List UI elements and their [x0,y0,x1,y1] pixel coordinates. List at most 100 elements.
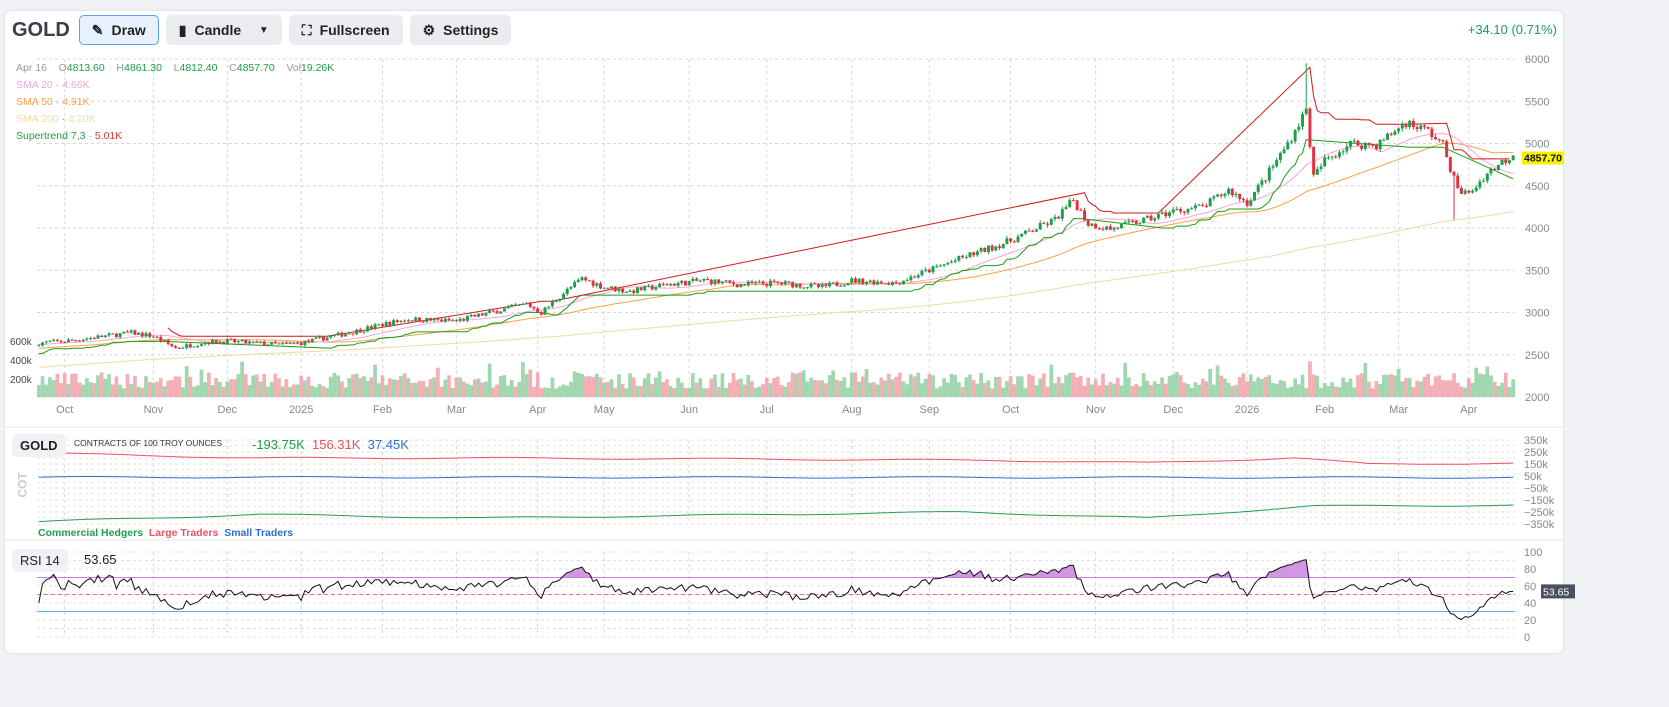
candle-body [251,341,255,343]
indicator-supertrend[interactable]: Supertrend 7,3 · 5.01K [16,130,123,142]
candle [1437,138,1441,143]
volume-bar [251,375,256,397]
volume-bar [1027,374,1031,397]
large-value: 156.31K [312,437,361,452]
candle-body [410,320,414,322]
candle [1500,159,1504,166]
sma50-line [38,142,1514,349]
volume-bar [979,373,983,397]
candle [743,283,747,286]
candle [451,318,455,322]
volume-bar [1330,382,1334,397]
candle-body [1507,160,1511,164]
candle-body [894,282,898,284]
indicator-sma50[interactable]: SMA 50 · 4.91K [16,96,90,108]
candle-body [521,303,525,305]
candle [691,276,695,283]
candle [447,317,451,321]
volume-bar [945,382,950,397]
legend-small[interactable]: Small Traders [224,527,294,539]
price-tick-label: 2000 [1525,392,1549,404]
volume-bar [883,380,887,397]
legend-commercial[interactable]: Commercial Hedgers [38,527,144,539]
volume-bar [133,376,137,397]
settings-button[interactable]: ⚙ Settings [409,15,512,45]
volume-bar [798,372,802,397]
candle [761,279,765,286]
candle [986,245,990,255]
volume-bar [413,382,418,397]
volume-bar [1234,384,1238,397]
candle-body [1216,194,1220,197]
candle-body [709,279,713,285]
cot-tick-label: −150k [1524,495,1555,507]
candle-body [510,304,514,307]
candle [831,282,835,284]
volume-bar [587,376,592,397]
candle [1345,143,1349,155]
volume-bar [1149,384,1153,397]
volume-bar [964,377,969,397]
candle-body [358,329,362,333]
candle [177,347,181,349]
candle [41,341,45,347]
indicator-sma20[interactable]: SMA 20 · 4.66K [16,79,90,91]
candle [1404,122,1408,130]
candle-body [599,283,602,289]
volume-bar [982,382,987,397]
candle-body [1164,212,1168,217]
candle [865,280,869,286]
volume-bar [461,381,466,397]
candle [251,341,255,344]
candle [1360,143,1364,152]
candle-body [702,278,706,281]
candle-body [975,251,979,256]
volume-bar [1241,373,1246,397]
candle [735,283,739,289]
candle-body [48,341,52,343]
candle [52,338,56,342]
candle [1304,63,1308,116]
candle [465,314,469,323]
volume-bar [761,384,765,397]
candle [377,323,381,326]
candle-body [768,280,772,286]
volume-bar [912,376,917,397]
volume-bar [764,377,769,397]
candle-body [137,332,141,335]
volume-bar [221,386,226,397]
candle [599,281,602,290]
rsi-tick-label: 60 [1524,581,1536,593]
chart-type-dropdown[interactable]: ▮ Candle ▼ [165,15,282,45]
volume-bar [376,383,381,397]
candle-body [465,316,469,321]
candle [514,303,517,306]
candle-body [661,283,665,285]
fullscreen-button[interactable]: ⛶ Fullscreen [288,15,403,45]
volume-bar [436,367,440,397]
volume-bar [783,386,788,397]
volume-bar [1086,377,1091,397]
candle [828,281,832,288]
volume-bar [1134,383,1139,397]
candle-body [1156,213,1160,219]
volume-bar [1271,382,1275,397]
candle-body [362,331,366,333]
draw-button[interactable]: ✎ Draw [78,15,159,45]
volume-bar [480,382,485,397]
legend-large[interactable]: Large Traders [148,527,219,539]
candle [883,283,887,285]
indicator-sma200[interactable]: SMA 200 · 4.20K [16,113,96,125]
volume-bar [51,380,56,397]
candle [706,276,710,281]
volume-bar [495,384,499,397]
volume-bar [1441,380,1445,397]
candle-body [1097,228,1101,230]
candle-body [192,346,196,348]
candle-body [1482,180,1486,182]
volume-bar [81,384,86,397]
volume-bar [528,369,533,397]
volume-bar [787,381,791,397]
volume-bar [1078,375,1083,397]
